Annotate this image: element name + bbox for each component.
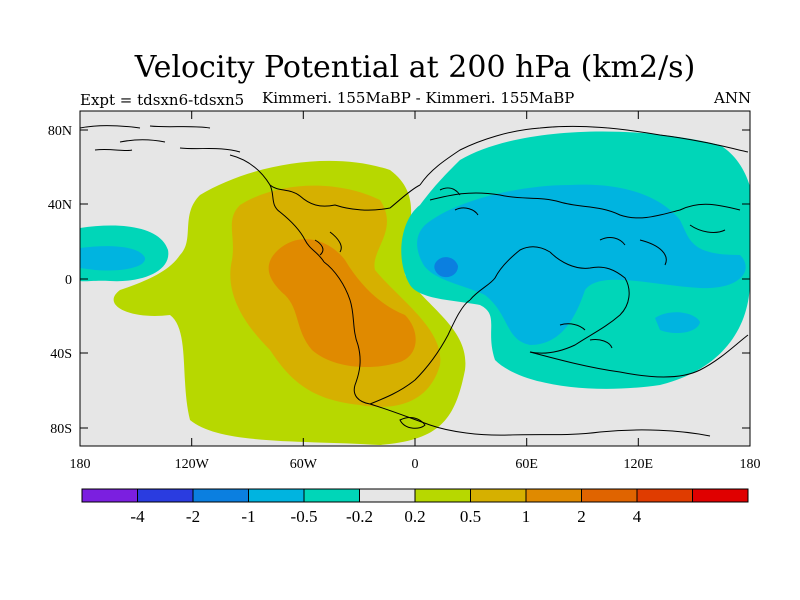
lon-tick-120e: 120E: [624, 457, 654, 472]
negative-region-mid: [417, 184, 746, 345]
colorbar-swatch: [192, 488, 249, 503]
colorbar-label: 0.2: [404, 507, 425, 526]
lon-tick-120w: 120W: [175, 457, 210, 472]
negative-region-strong: [434, 257, 458, 278]
colorbar-label: 0.5: [460, 507, 481, 526]
colorbar-swatch: [248, 488, 305, 503]
longitude-axis: [79, 111, 751, 446]
colorbar-swatch: [414, 488, 471, 503]
lat-tick-80s: 80S: [50, 422, 72, 437]
colorbar-label: -4: [130, 507, 145, 526]
experiment-label: Expt = tdsxn6-tdsxn5: [80, 91, 245, 109]
colorbar: -4 -2 -1 -0.5 -0.2 0.2 0.5 1 2 4: [81, 488, 749, 526]
colorbar-label: -0.2: [346, 507, 373, 526]
case-label: Kimmeri. 155MaBP - Kimmeri. 155MaBP: [262, 89, 575, 107]
latitude-axis: [80, 129, 750, 429]
negative-region-mid-west: [80, 246, 146, 271]
colorbar-label: 2: [577, 507, 586, 526]
plot-title: Velocity Potential at 200 hPa (km2/s): [134, 50, 696, 85]
colorbar-swatch: [636, 488, 693, 503]
season-label: ANN: [714, 89, 752, 107]
lon-tick-60e: 60E: [515, 457, 538, 472]
colorbar-label: -0.5: [291, 507, 318, 526]
colorbar-swatch: [359, 488, 416, 503]
colorbar-label: 1: [522, 507, 531, 526]
lat-tick-80n: 80N: [48, 124, 72, 139]
coastlines: [80, 125, 749, 437]
lat-tick-0: 0: [65, 273, 72, 288]
positive-region-strong: [268, 239, 416, 367]
colorbar-swatch: [470, 488, 527, 503]
lon-tick-60w: 60W: [290, 457, 318, 472]
colorbar-label: 4: [633, 507, 642, 526]
colorbar-swatch: [581, 488, 638, 503]
lat-tick-40s: 40S: [50, 347, 72, 362]
colorbar-swatch: [692, 488, 749, 503]
colorbar-swatch: [81, 488, 138, 503]
negative-region-mid-east: [655, 312, 700, 334]
colorbar-swatch: [525, 488, 582, 503]
colorbar-swatch: [137, 488, 194, 503]
map-panel: [80, 111, 750, 446]
lon-tick-180w: 180: [70, 457, 91, 472]
colorbar-label: -1: [241, 507, 255, 526]
lon-tick-180e: 180: [740, 457, 761, 472]
colorbar-label: -2: [186, 507, 200, 526]
colorbar-swatch: [303, 488, 360, 503]
lon-tick-0: 0: [412, 457, 419, 472]
lat-tick-40n: 40N: [48, 198, 72, 213]
